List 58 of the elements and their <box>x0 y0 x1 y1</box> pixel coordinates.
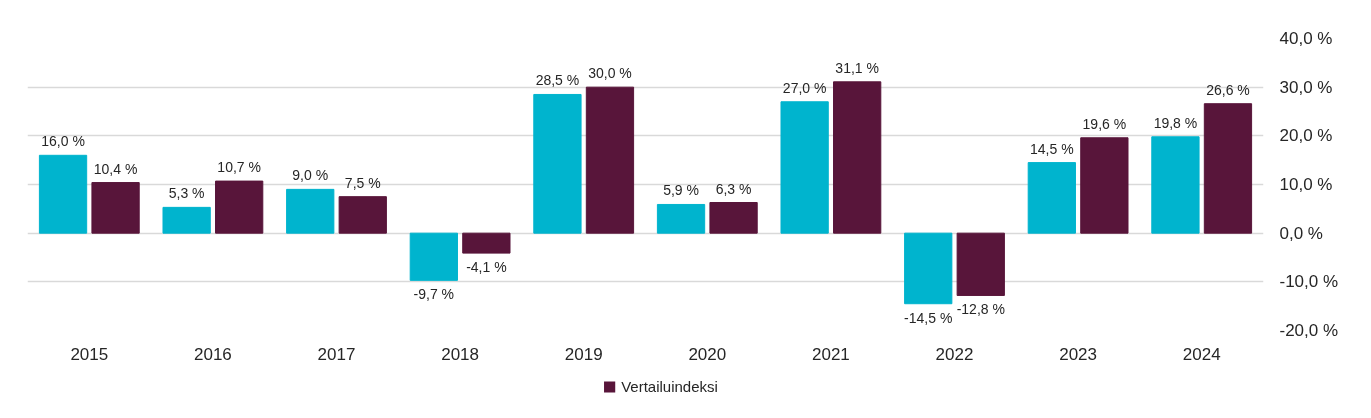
bar <box>656 203 706 234</box>
bar <box>91 182 140 234</box>
bar <box>833 81 882 234</box>
data-label: 14,5 % <box>1030 140 1074 157</box>
data-label: 27,0 % <box>782 79 827 96</box>
bar <box>38 154 88 234</box>
bar <box>1080 137 1129 234</box>
x-tick-label: 2017 <box>317 344 356 364</box>
x-tick-label: 2019 <box>564 344 603 364</box>
bar <box>338 196 387 234</box>
y-tick-label: 40,0 % <box>1279 29 1333 48</box>
bar <box>533 93 582 234</box>
bar <box>215 180 264 234</box>
x-tick-label: 2024 <box>1182 344 1221 364</box>
bar <box>409 232 458 281</box>
data-label: -4,1 % <box>466 259 507 276</box>
x-tick-label: 2016 <box>193 344 232 364</box>
data-label: 10,4 % <box>93 160 138 177</box>
data-label: 28,5 % <box>535 72 580 89</box>
bar <box>780 101 829 234</box>
data-label: 7,5 % <box>344 174 381 191</box>
bar <box>1151 136 1200 234</box>
y-tick-label: 30,0 % <box>1279 77 1333 97</box>
bar <box>1027 162 1076 234</box>
data-label: 6,3 % <box>715 180 752 197</box>
data-label: 9,0 % <box>292 167 329 184</box>
x-tick-label: 2018 <box>441 344 480 364</box>
legend-label: Vertailuindeksi <box>621 377 718 395</box>
data-label: -9,7 % <box>413 286 455 303</box>
bar <box>286 188 335 234</box>
x-tick-label: 2020 <box>688 344 727 364</box>
y-tick-label: 20,0 % <box>1279 126 1333 146</box>
data-label: -12,8 % <box>956 301 1005 318</box>
x-tick-label: 2015 <box>70 344 109 364</box>
y-tick-label: 0,0 % <box>1279 223 1323 243</box>
bar <box>162 206 211 234</box>
y-tick-label: -10,0 % <box>1279 272 1339 292</box>
bar <box>1203 103 1253 234</box>
data-label: 10,7 % <box>217 159 261 176</box>
y-tick-label: -20,0 % <box>1279 321 1339 340</box>
data-label: 5,9 % <box>663 182 699 199</box>
data-label: 19,6 % <box>1082 115 1127 132</box>
data-label: 31,1 % <box>835 59 879 76</box>
data-label: -14,5 % <box>904 309 953 326</box>
data-label: 30,0 % <box>588 65 632 82</box>
x-tick-label: 2022 <box>935 344 974 364</box>
bar <box>462 232 511 254</box>
data-label: 19,8 % <box>1153 114 1198 131</box>
data-label: 16,0 % <box>41 133 85 150</box>
bar <box>709 202 758 234</box>
data-label: 26,6 % <box>1206 81 1250 98</box>
data-label: 5,3 % <box>168 185 205 202</box>
y-tick-label: 10,0 % <box>1279 175 1333 194</box>
x-tick-label: 2023 <box>1059 344 1098 364</box>
bar <box>904 232 953 305</box>
x-tick-label: 2021 <box>811 344 850 364</box>
bar <box>585 86 635 234</box>
bar <box>956 232 1005 296</box>
